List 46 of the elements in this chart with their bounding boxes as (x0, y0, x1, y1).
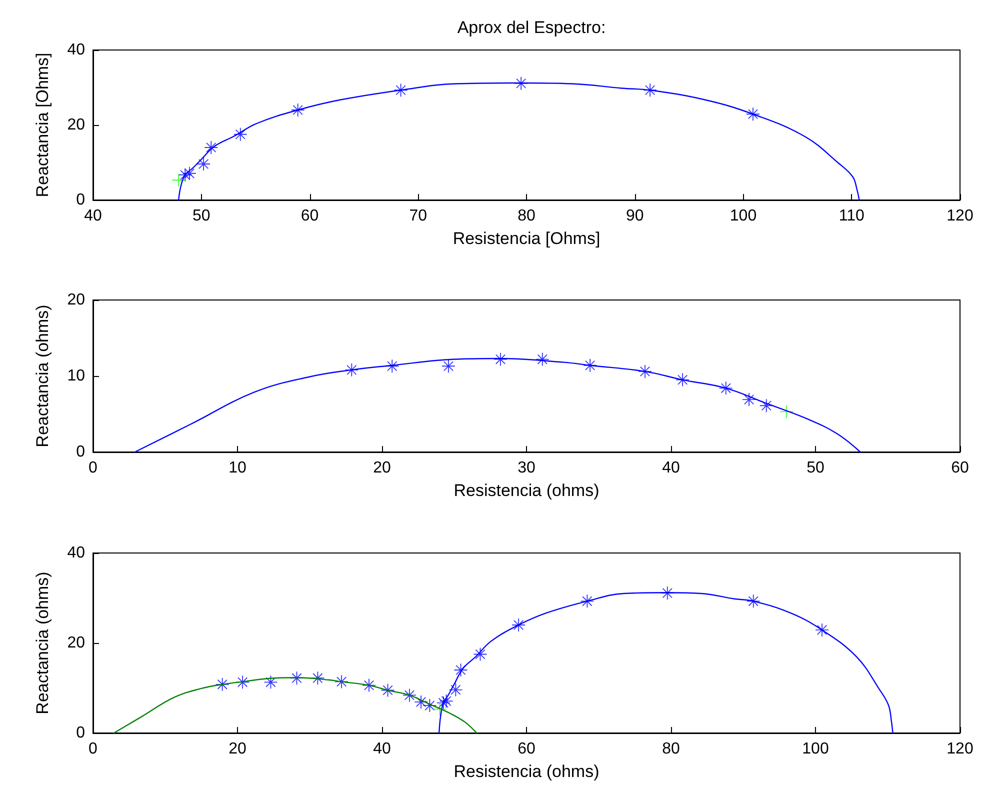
x-axis-title: Resistencia (ohms) (454, 762, 600, 781)
x-tick-label: 0 (88, 460, 98, 476)
y-tick-label: 20 (67, 634, 86, 652)
x-axis-title: Resistencia [Ohms] (452, 229, 600, 248)
y-tick-label: 40 (67, 544, 86, 562)
y-tick-label: 0 (76, 724, 86, 742)
point (442, 360, 455, 373)
point (512, 618, 526, 632)
x-tick-label: 60 (951, 460, 969, 476)
x-tick-label: 50 (806, 460, 824, 476)
x-tick-label: 90 (626, 208, 644, 224)
x-tick-label: 70 (409, 208, 428, 224)
x-tick-label: 10 (228, 460, 246, 476)
y-axis-title: Reactancia (ohms) (33, 304, 52, 448)
point (197, 158, 210, 170)
y-axis-title: Reactancia (ohms) (33, 572, 52, 714)
x-tick-label: 60 (300, 208, 319, 224)
y-tick-label: 20 (67, 292, 86, 308)
x-tick-label: 0 (88, 740, 98, 758)
x-tick-label: 50 (192, 208, 210, 224)
x-tick-label: 80 (518, 208, 536, 224)
x-tick-label: 120 (946, 208, 974, 224)
x-tick-label: 20 (373, 460, 391, 476)
x-tick-label: 30 (518, 460, 536, 476)
x-tick-label: 20 (228, 740, 246, 758)
chart-title: Aprox del Espectro: (457, 18, 606, 37)
point (742, 393, 756, 406)
x-axis-title: Resistencia (ohms) (454, 481, 600, 500)
x-tick-label: 40 (662, 460, 680, 476)
y-axis-title: Reactancia [Ohms] (33, 52, 52, 198)
x-tick-label: 100 (730, 208, 757, 224)
x-tick-label: 110 (838, 208, 864, 224)
x-tick-label: 60 (518, 740, 536, 758)
point (172, 174, 186, 187)
y-tick-label: 0 (76, 192, 86, 208)
x-tick-label: 100 (802, 740, 829, 758)
y-tick-label: 0 (76, 444, 86, 460)
x-tick-label: 40 (373, 740, 391, 758)
x-tick-label: 120 (946, 740, 974, 758)
x-tick-label: 80 (662, 740, 680, 758)
point (449, 683, 462, 696)
y-tick-label: 40 (67, 42, 86, 58)
point (204, 141, 218, 154)
y-tick-label: 20 (67, 116, 86, 134)
y-tick-label: 10 (67, 368, 86, 384)
point (746, 108, 760, 121)
